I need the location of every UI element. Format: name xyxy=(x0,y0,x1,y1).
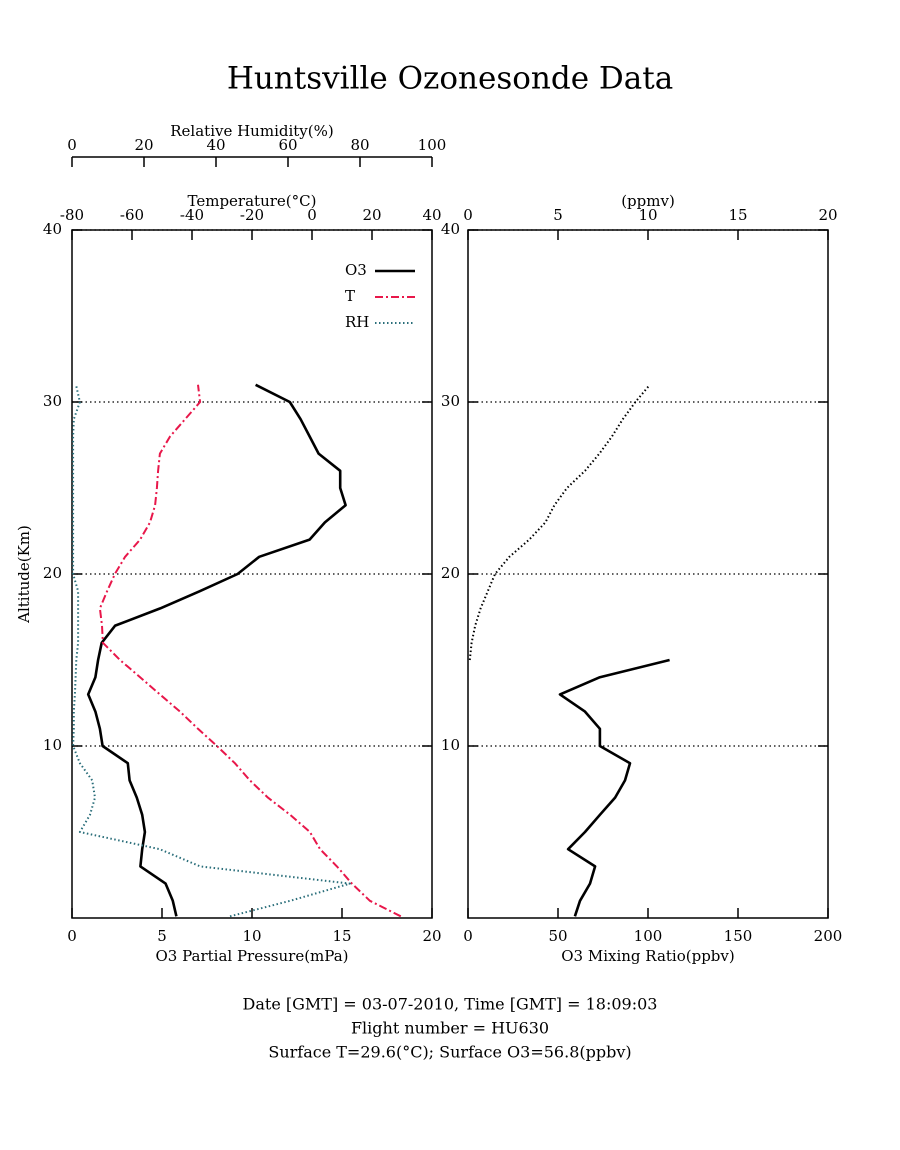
x-axis-title: Temperature(°C) xyxy=(188,192,317,210)
x-tick-label: -20 xyxy=(240,206,264,224)
x-tick-label: 40 xyxy=(422,206,441,224)
x-tick-label: 10 xyxy=(638,206,657,224)
series-line xyxy=(468,384,651,661)
x-tick-label: 60 xyxy=(278,136,297,154)
y-tick-label: 30 xyxy=(441,392,460,410)
y-tick-label: 10 xyxy=(441,736,460,754)
x-axis-title: O3 Partial Pressure(mPa) xyxy=(155,947,348,965)
series-line xyxy=(558,658,670,917)
legend-label: RH xyxy=(345,313,369,331)
series-line xyxy=(72,384,351,918)
x-tick-label: 0 xyxy=(307,206,317,224)
x-tick-label: 15 xyxy=(728,206,747,224)
y-tick-label: 20 xyxy=(441,564,460,582)
x-tick-label: 0 xyxy=(463,927,473,945)
series-line xyxy=(98,384,402,918)
footer-line: Surface T=29.6(°C); Surface O3=56.8(ppbv… xyxy=(268,1043,631,1062)
x-tick-label: 5 xyxy=(553,206,563,224)
x-tick-label: 150 xyxy=(724,927,753,945)
chart-title: Huntsville Ozonesonde Data xyxy=(227,61,673,97)
y-tick-label: 40 xyxy=(43,220,62,238)
x-tick-label: 20 xyxy=(422,927,441,945)
x-axis-title: (ppmv) xyxy=(621,192,675,210)
x-tick-label: 0 xyxy=(67,136,77,154)
footer-line: Flight number = HU630 xyxy=(351,1019,549,1038)
x-axis-title: O3 Mixing Ratio(ppbv) xyxy=(561,947,734,965)
y-tick-label: 20 xyxy=(43,564,62,582)
y-tick-label: 40 xyxy=(441,220,460,238)
x-tick-label: -80 xyxy=(60,206,84,224)
legend-label: T xyxy=(345,287,355,305)
x-tick-label: 50 xyxy=(548,927,567,945)
x-tick-label: 15 xyxy=(332,927,351,945)
series-line xyxy=(86,383,347,917)
x-tick-label: -60 xyxy=(120,206,144,224)
footer-line: Date [GMT] = 03-07-2010, Time [GMT] = 18… xyxy=(243,995,658,1014)
x-tick-label: 80 xyxy=(350,136,369,154)
x-axis-title: Relative Humidity(%) xyxy=(170,122,333,140)
x-tick-label: 10 xyxy=(242,927,261,945)
x-tick-label: 100 xyxy=(634,927,663,945)
x-tick-label: 100 xyxy=(418,136,447,154)
y-axis-title: Altitude(Km) xyxy=(15,525,33,624)
y-tick-label: 10 xyxy=(43,736,62,754)
legend-label: O3 xyxy=(345,261,367,279)
x-tick-label: 5 xyxy=(157,927,167,945)
x-tick-label: 20 xyxy=(134,136,153,154)
y-tick-label: 30 xyxy=(43,392,62,410)
x-tick-label: 20 xyxy=(362,206,381,224)
x-tick-label: -40 xyxy=(180,206,204,224)
x-tick-label: 0 xyxy=(67,927,77,945)
x-tick-label: 200 xyxy=(814,927,843,945)
x-tick-label: 40 xyxy=(206,136,225,154)
x-tick-label: 20 xyxy=(818,206,837,224)
x-tick-label: 0 xyxy=(463,206,473,224)
